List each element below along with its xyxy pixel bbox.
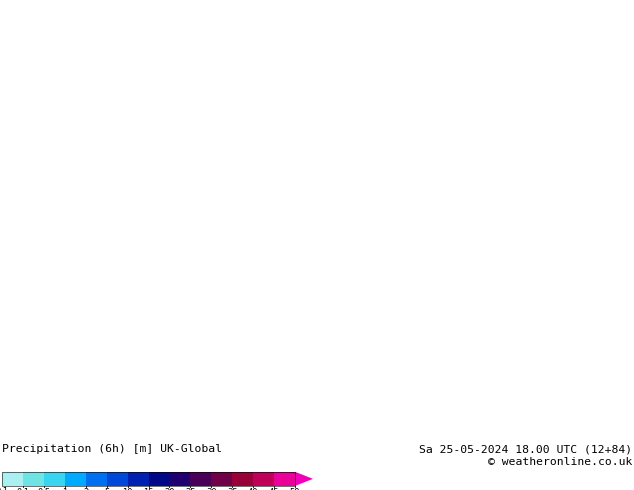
Text: 0.1: 0.1: [0, 487, 9, 490]
Bar: [107, 472, 127, 486]
Text: 0.1: 0.1: [16, 488, 30, 490]
Text: 15: 15: [143, 488, 154, 490]
Text: 10: 10: [122, 488, 133, 490]
Bar: [2, 472, 295, 486]
Text: Sa 25-05-2024 18.00 UTC (12+84): Sa 25-05-2024 18.00 UTC (12+84): [419, 444, 632, 454]
Text: 1: 1: [62, 488, 67, 490]
Text: 30: 30: [206, 488, 217, 490]
Text: © weatheronline.co.uk: © weatheronline.co.uk: [488, 457, 632, 466]
Bar: [65, 472, 86, 486]
Bar: [2, 472, 23, 486]
Bar: [44, 472, 65, 486]
Bar: [127, 472, 148, 486]
Bar: [274, 472, 295, 486]
Text: 0.5: 0.5: [37, 488, 51, 490]
Bar: [232, 472, 253, 486]
Text: 2: 2: [83, 488, 88, 490]
Text: 25: 25: [185, 488, 196, 490]
Text: Precipitation (6h) [m] UK-Global: Precipitation (6h) [m] UK-Global: [2, 444, 222, 454]
Bar: [190, 472, 211, 486]
Bar: [86, 472, 107, 486]
Bar: [169, 472, 190, 486]
Bar: [23, 472, 44, 486]
Text: 20: 20: [164, 488, 175, 490]
Text: 40: 40: [248, 488, 259, 490]
Bar: [148, 472, 169, 486]
Text: 50: 50: [290, 488, 301, 490]
Bar: [253, 472, 274, 486]
Text: 5: 5: [104, 488, 109, 490]
Polygon shape: [295, 472, 313, 486]
Text: 45: 45: [269, 488, 280, 490]
Bar: [211, 472, 232, 486]
Text: 35: 35: [227, 488, 238, 490]
